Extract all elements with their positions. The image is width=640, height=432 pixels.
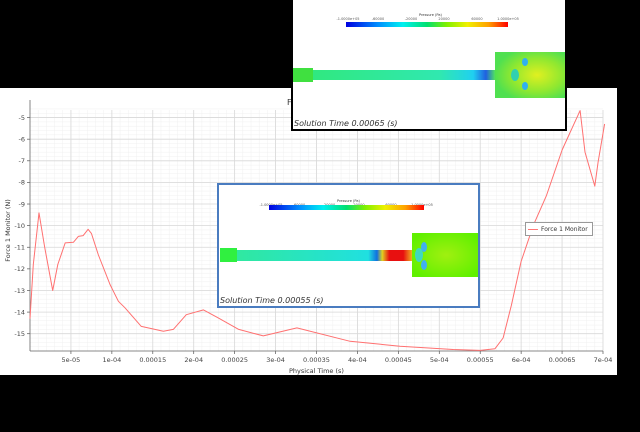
y-tick-label: -6 xyxy=(19,135,25,143)
colorbar xyxy=(346,22,508,27)
x-tick-label: 0.00055 xyxy=(467,356,494,364)
x-tick-label: 6e-04 xyxy=(512,356,531,364)
y-tick-label: -14 xyxy=(14,308,25,316)
force-monitor-chart: 5e-05 1e-04 0.00015 2e-04 0.00025 3e-04 0.0003… xyxy=(4,98,613,375)
x-tick-label: 7e-04 xyxy=(594,356,613,364)
y-axis-label: Force 1 Monitor (N) xyxy=(4,199,12,262)
y-tick-label: -13 xyxy=(14,287,25,295)
y-tick-label: -9 xyxy=(19,200,25,208)
pressure-scene-inset-0.00065: Pressure (Pa) -1.0000e+05 -60000 -20000 … xyxy=(291,0,567,131)
colorbar-label: 60000 xyxy=(471,17,483,21)
y-tick-label: -8 xyxy=(19,179,25,187)
x-tick-label: 2e-04 xyxy=(184,356,203,364)
x-tick-label: 5e-05 xyxy=(62,356,81,364)
colorbar-label: 1.0000e+05 xyxy=(497,17,519,21)
x-tick-label: 0.00025 xyxy=(221,356,248,364)
monitor-plot-panel: 5e-05 1e-04 0.00015 2e-04 0.00025 3e-04 0.0003… xyxy=(0,88,617,375)
x-tick-label: 4e-04 xyxy=(348,356,367,364)
x-tick-label: 3e-04 xyxy=(266,356,285,364)
x-tick-label: 0.00065 xyxy=(549,356,576,364)
y-tick-label: -10 xyxy=(14,222,25,230)
colorbar-label: -1.0000e+05 xyxy=(336,17,360,21)
legend-label: Force 1 Monitor xyxy=(541,225,588,233)
solution-time-label: Solution Time 0.00055 (s) xyxy=(220,296,324,305)
colorbar-title: Pressure (Pa) xyxy=(337,199,360,203)
y-tick-label: -7 xyxy=(19,157,25,165)
solution-time-label: Solution Time 0.00065 (s) xyxy=(294,119,398,128)
x-tick-label: 1e-04 xyxy=(102,356,121,364)
y-tick-label: -12 xyxy=(14,265,25,273)
x-tick-label: 5e-04 xyxy=(430,356,449,364)
y-tick-label: -5 xyxy=(19,114,25,122)
inlet-block xyxy=(220,248,237,262)
colorbar-label: -60000 xyxy=(371,17,385,21)
x-tick-label: 0.00045 xyxy=(385,356,412,364)
y-tick-label: -15 xyxy=(14,330,25,338)
legend-swatch xyxy=(528,228,538,230)
y-tick-label: -11 xyxy=(14,244,25,252)
colorbar-label: -20000 xyxy=(404,17,418,21)
pipe xyxy=(237,250,412,261)
chart-title: F xyxy=(287,98,292,107)
x-tick-label: 0.00015 xyxy=(139,356,166,364)
x-axis-label: Physical Time (s) xyxy=(289,367,344,375)
series-line-force-1-monitor xyxy=(29,110,606,351)
pressure-contour xyxy=(220,205,478,277)
pressure-scene-inset-0.00055: Pressure (Pa) -1.0000e+05 -60000 -20000 … xyxy=(217,183,480,308)
pressure-contour xyxy=(293,22,565,98)
colorbar xyxy=(269,205,424,210)
pipe xyxy=(313,70,495,80)
inlet-block xyxy=(293,68,313,82)
x-tick-label: 0.00035 xyxy=(303,356,330,364)
legend: Force 1 Monitor xyxy=(525,222,593,236)
colorbar-title: Pressure (Pa) xyxy=(419,13,442,17)
colorbar-label: 20000 xyxy=(438,17,450,21)
chamber xyxy=(495,52,565,98)
